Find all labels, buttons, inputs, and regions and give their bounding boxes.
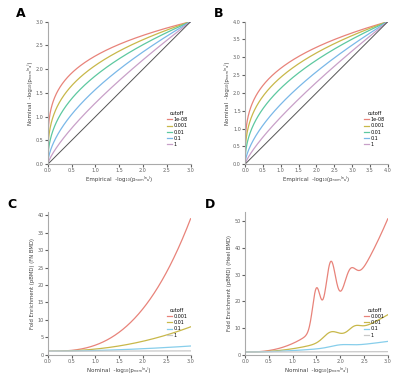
X-axis label: Empirical  -log₁₀(pₙₒₘᴵⁿₐᴵ): Empirical -log₁₀(pₙₒₘᴵⁿₐᴵ) [86, 176, 152, 182]
Y-axis label: Nominal  -log₁₀(pₙₒₘᴵⁿₐᴵ): Nominal -log₁₀(pₙₒₘᴵⁿₐᴵ) [27, 61, 33, 125]
Text: C: C [8, 198, 17, 211]
Text: B: B [214, 7, 223, 21]
X-axis label: Empirical  -log₁₀(pₙₒₘᴵⁿₐᴵ): Empirical -log₁₀(pₙₒₘᴵⁿₐᴵ) [283, 176, 350, 182]
Y-axis label: Fold Enrichment (pBMD) (Heel BMD): Fold Enrichment (pBMD) (Heel BMD) [227, 235, 232, 331]
Text: D: D [205, 198, 215, 211]
Text: A: A [16, 7, 26, 21]
Legend: 1e-08, 0.001, 0.01, 0.1, 1: 1e-08, 0.001, 0.01, 0.1, 1 [166, 110, 188, 147]
Legend: 0.001, 0.01, 0.1, 1: 0.001, 0.01, 0.1, 1 [166, 307, 188, 338]
X-axis label: Nominal  -log₁₀(pₙₒₘᴵⁿₐᴵ): Nominal -log₁₀(pₙₒₘᴵⁿₐᴵ) [88, 367, 151, 373]
Legend: 1e-08, 0.001, 0.01, 0.1, 1: 1e-08, 0.001, 0.01, 0.1, 1 [364, 110, 385, 147]
X-axis label: Nominal  -log₁₀(pₙₒₘᴵⁿₐᴵ): Nominal -log₁₀(pₙₒₘᴵⁿₐᴵ) [285, 367, 348, 373]
Y-axis label: Nominal  -log₁₀(pₙₒₘᴵⁿₐᴵ): Nominal -log₁₀(pₙₒₘᴵⁿₐᴵ) [224, 61, 230, 125]
Y-axis label: Fold Enrichment (pBMD) (FN BMD): Fold Enrichment (pBMD) (FN BMD) [30, 238, 34, 329]
Legend: 0.001, 0.01, 0.1, 1: 0.001, 0.01, 0.1, 1 [364, 307, 385, 338]
